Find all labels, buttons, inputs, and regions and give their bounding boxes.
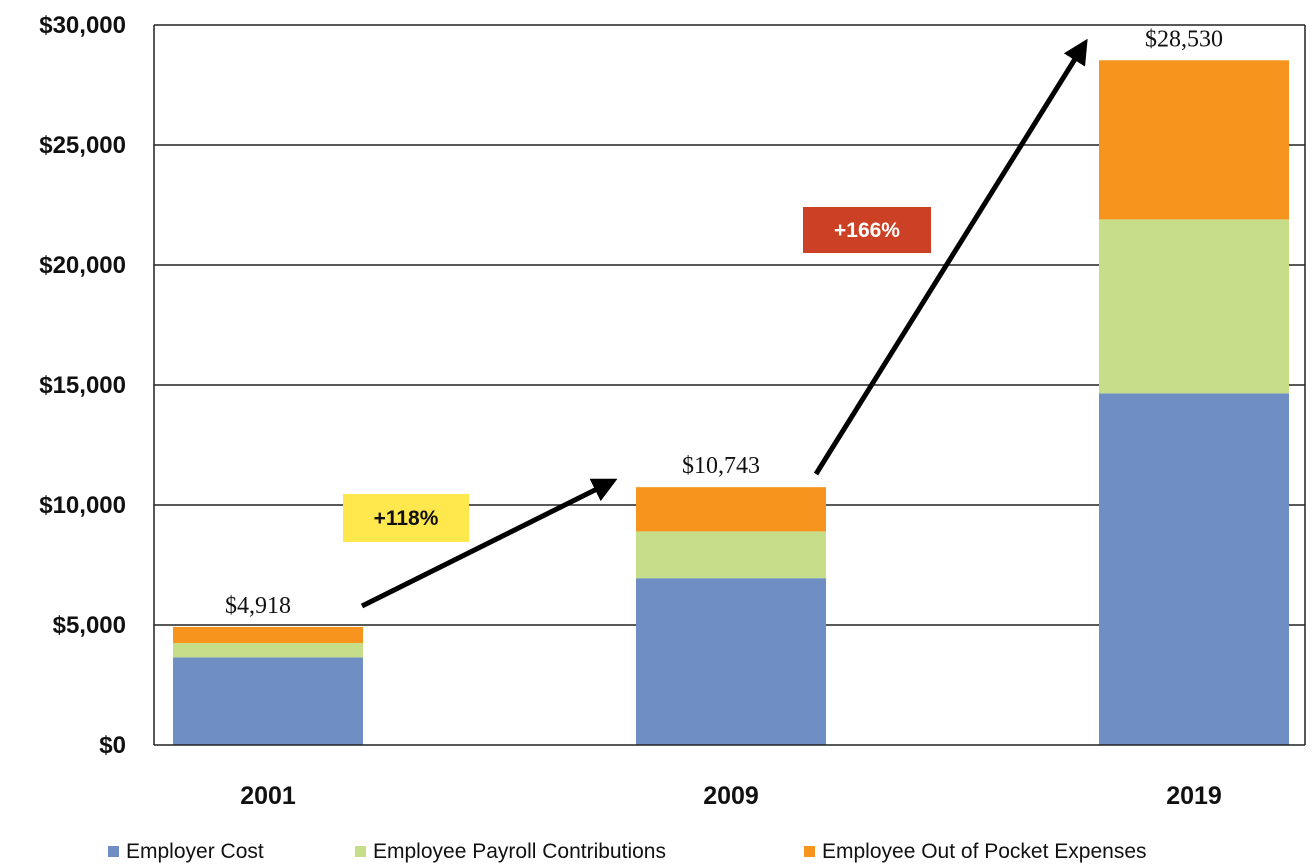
callout-box <box>343 494 469 542</box>
legend-swatch <box>804 846 815 857</box>
y-tick-label: $15,000 <box>39 372 126 399</box>
bar-segment <box>173 643 363 658</box>
callout-label: +118% <box>374 507 439 530</box>
growth-arrow <box>360 478 618 609</box>
x-tick-label: 2019 <box>1166 782 1222 810</box>
x-tick-label: 2001 <box>240 782 296 810</box>
y-tick-labels: $0 $5,000 $10,000 $15,000 $20,000 $25,000 $30,… <box>39 12 126 759</box>
legend-label: Employer Cost <box>126 840 264 863</box>
total-label: $28,530 <box>1145 26 1223 52</box>
total-label: $4,918 <box>225 593 291 619</box>
bar-segment <box>636 487 826 532</box>
legend-swatch <box>108 846 119 857</box>
bar-segment <box>1099 60 1289 220</box>
legend: Employer Cost Employee Payroll Contributi… <box>108 840 1147 863</box>
total-label: $10,743 <box>682 453 760 479</box>
y-tick-label: $5,000 <box>53 612 126 639</box>
growth-arrow <box>813 38 1088 476</box>
legend-label: Employee Out of Pocket Expenses <box>822 840 1147 863</box>
y-tick-label: $30,000 <box>39 12 126 39</box>
x-tick-label: 2009 <box>703 782 759 810</box>
axes <box>153 25 1306 746</box>
y-tick-label: $0 <box>99 732 126 759</box>
legend-label: Employee Payroll Contributions <box>373 840 666 863</box>
legend-swatch <box>355 846 366 857</box>
bar-segment <box>1099 393 1289 745</box>
callout-label: +166% <box>834 219 900 242</box>
bar-segment <box>1099 219 1289 394</box>
growth-arrows <box>360 38 1088 609</box>
y-tick-label: $10,000 <box>39 492 126 519</box>
callout-box <box>803 207 931 253</box>
growth-callouts: +118% +166% <box>343 207 931 542</box>
bar-segment <box>636 578 826 745</box>
bar-segment <box>636 531 826 579</box>
y-tick-label: $25,000 <box>39 132 126 159</box>
bar-segment <box>173 626 363 643</box>
y-tick-label: $20,000 <box>39 252 126 279</box>
bars <box>173 60 1289 745</box>
total-labels: $4,918 $10,743 $28,530 <box>225 26 1223 619</box>
bar-segment <box>173 657 363 745</box>
x-tick-labels: 2001 2009 2019 <box>240 782 1222 810</box>
